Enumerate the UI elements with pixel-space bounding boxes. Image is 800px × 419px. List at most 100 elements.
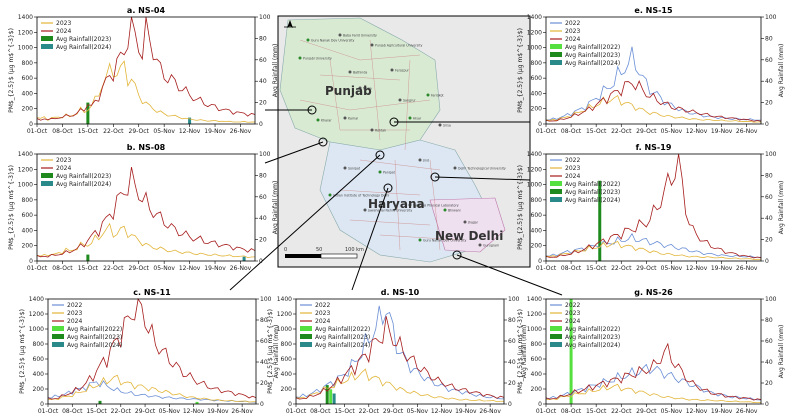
- plot-frame: [545, 16, 762, 125]
- map-district-line: [299, 39, 361, 61]
- x-tick-label: 12-Nov: [431, 408, 453, 415]
- x-tick-label: 01-Oct: [536, 408, 557, 415]
- rainfall-bar-2024: [242, 256, 246, 261]
- map-place-dot: [418, 238, 422, 242]
- legend-label: 2023: [565, 28, 580, 35]
- map-place-dot: [358, 86, 362, 90]
- x-tick-label: 29-Oct: [636, 265, 657, 272]
- legend-label: Avg Rainfall(2024): [565, 60, 620, 67]
- y2-tick-label: 80: [508, 317, 516, 324]
- y2-tick-label: 60: [259, 57, 267, 64]
- map-place-label: Jawaharlal Nehru University: [367, 209, 412, 213]
- y-axis-label: PM$_{2.5}$ (μg m$^{-3}$): [517, 309, 524, 394]
- legend-label: Avg Rainfall(2023): [56, 173, 111, 180]
- y2-tick-label: 0: [260, 401, 264, 408]
- map-district-line: [329, 59, 341, 131]
- map-label-haryana: Haryana: [368, 197, 425, 211]
- x-tick-label: 15-Oct: [586, 128, 607, 135]
- y2-tick-label: 20: [259, 100, 267, 107]
- map-district-line: [339, 189, 421, 196]
- y-tick-label: 1400: [18, 14, 33, 21]
- x-tick-label: 08-Oct: [62, 408, 83, 415]
- map-place-label: Jhajjar: [467, 221, 479, 225]
- y2-tick-label: 100: [259, 14, 271, 21]
- x-tick-label: 01-Oct: [286, 408, 307, 415]
- site-marker-ns-26: [452, 250, 462, 260]
- x-tick-label: 26-Nov: [736, 408, 758, 415]
- y2-tick-label: 60: [765, 57, 773, 64]
- map-place-label: Bhiwani: [448, 209, 461, 213]
- legend-swatch-bar: [52, 326, 64, 331]
- rainfall-bar-2023: [325, 385, 329, 404]
- rainfall-bar-2023: [598, 180, 602, 261]
- map-place-label: Indian Institute of Technology Delhi: [333, 194, 389, 198]
- legend-label: Avg Rainfall(2022): [565, 326, 620, 333]
- y2-tick-label: 100: [508, 296, 520, 303]
- y-tick-label: 0: [538, 258, 542, 265]
- x-tick-label: 01-Oct: [536, 265, 557, 272]
- legend-swatch-bar: [41, 44, 53, 49]
- chart-title: b. NS-08: [127, 143, 166, 152]
- legend-label: Avg Rainfall(2022): [67, 326, 122, 333]
- legend-swatch-bar: [550, 181, 562, 186]
- x-tick-label: 05-Nov: [153, 128, 175, 135]
- series-line-2024: [545, 342, 762, 401]
- x-tick-label: 22-Oct: [111, 408, 132, 415]
- y-tick-label: 800: [281, 341, 293, 348]
- y-axis-label: PM$_{2.5}$ (μg m$^{-3}$): [517, 28, 524, 113]
- map-place-label: Jind: [422, 159, 429, 163]
- rainfall-bar-2023: [86, 254, 90, 261]
- legend-swatch-bar: [52, 334, 64, 339]
- y-tick-label: 1200: [29, 311, 44, 318]
- y-tick-label: 400: [22, 90, 34, 97]
- legend-swatch-bar: [550, 44, 562, 49]
- y-tick-label: 400: [22, 227, 34, 234]
- series-line-2024: [47, 297, 257, 400]
- legend-label: Avg Rainfall(2024): [56, 181, 111, 188]
- connector-ns-11: [229, 154, 381, 291]
- series-line-2024: [295, 316, 505, 400]
- x-tick-label: 12-Nov: [686, 408, 708, 415]
- y2-tick-label: 0: [765, 401, 769, 408]
- map-place-dot: [408, 116, 412, 120]
- x-tick-label: 08-Oct: [561, 265, 582, 272]
- legend-label: Avg Rainfall(2024): [56, 44, 111, 51]
- y-tick-label: 1000: [29, 326, 44, 333]
- x-tick-label: 29-Oct: [636, 128, 657, 135]
- map-place-label: Karnal: [348, 117, 358, 121]
- y-tick-label: 600: [33, 356, 45, 363]
- legend-label: 2024: [565, 318, 580, 325]
- rainfall-bar-2022: [329, 389, 333, 404]
- legend-label: 2023: [315, 310, 330, 317]
- y2-axis-label: Avg Rainfall (mm): [778, 181, 785, 235]
- legend-label: 2023: [56, 157, 71, 164]
- y2-tick-label: 100: [259, 151, 271, 158]
- y-tick-label: 1200: [18, 166, 33, 173]
- x-tick-label: 12-Nov: [686, 128, 708, 135]
- y-tick-label: 800: [22, 60, 34, 67]
- y2-tick-label: 80: [259, 35, 267, 42]
- north-arrow-icon: [284, 20, 296, 28]
- y2-tick-label: 0: [259, 258, 263, 265]
- map-place-dot: [343, 166, 347, 170]
- legend-label: 2022: [67, 302, 82, 309]
- chart-title: c. NS-11: [133, 288, 171, 297]
- y-tick-label: 800: [531, 60, 543, 67]
- legend-swatch-bar: [550, 60, 562, 65]
- chart-panel-ns-19: f. NS-19 0 200 400 600 800 1000 1200 1400 0 20 40 60…: [517, 143, 785, 272]
- x-tick-label: 22-Oct: [359, 408, 380, 415]
- x-tick-label: 26-Nov: [230, 265, 252, 272]
- y2-tick-label: 20: [259, 237, 267, 244]
- map-place-dot: [453, 166, 457, 170]
- map-place-dot: [343, 116, 347, 120]
- legend-label: Avg Rainfall(2022): [315, 326, 370, 333]
- legend-label: 2023: [565, 310, 580, 317]
- legend-label: Avg Rainfall(2022): [565, 44, 620, 51]
- y-tick-label: 0: [538, 121, 542, 128]
- map-district-line: [319, 74, 401, 81]
- series-line-2022: [545, 232, 762, 258]
- y-tick-label: 200: [531, 386, 543, 393]
